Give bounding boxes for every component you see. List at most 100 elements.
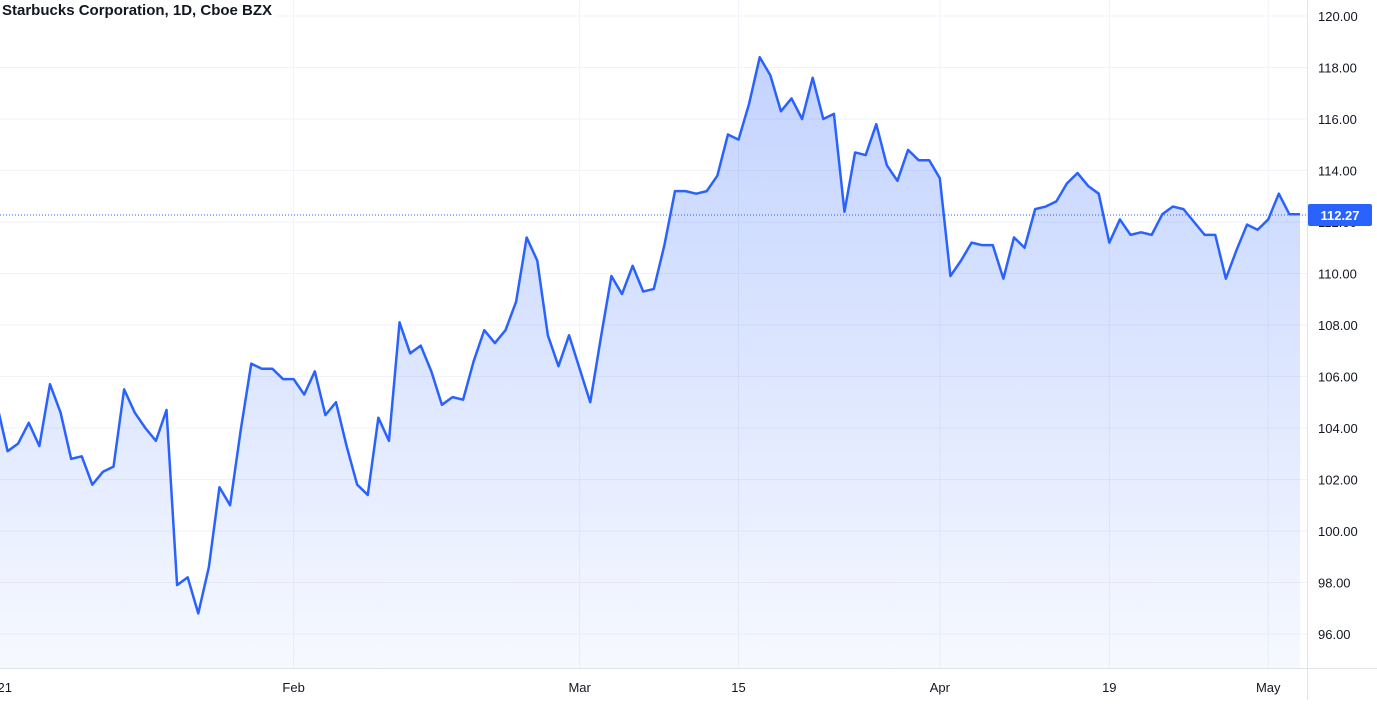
price-point[interactable]	[100, 469, 106, 475]
price-point[interactable]	[608, 273, 614, 279]
price-point[interactable]	[1075, 170, 1081, 176]
price-point[interactable]	[248, 361, 254, 367]
price-point[interactable]	[545, 332, 551, 338]
price-point[interactable]	[1180, 206, 1186, 212]
price-point[interactable]	[312, 368, 318, 374]
price-point[interactable]	[1202, 232, 1208, 238]
price-point[interactable]	[926, 157, 932, 163]
price-point[interactable]	[534, 258, 540, 264]
price-point[interactable]	[354, 482, 360, 488]
price-point[interactable]	[1265, 216, 1271, 222]
price-point[interactable]	[397, 319, 403, 325]
price-point[interactable]	[757, 54, 763, 60]
price-point[interactable]	[1297, 211, 1303, 217]
price-point[interactable]	[259, 366, 265, 372]
price-point[interactable]	[1191, 219, 1197, 225]
price-point[interactable]	[89, 482, 95, 488]
price-point[interactable]	[195, 610, 201, 616]
price-point[interactable]	[820, 116, 826, 122]
price-point[interactable]	[185, 574, 191, 580]
price-point[interactable]	[322, 412, 328, 418]
price-point[interactable]	[206, 564, 212, 570]
price-point[interactable]	[841, 209, 847, 215]
price-point[interactable]	[863, 152, 869, 158]
price-point[interactable]	[1223, 276, 1229, 282]
price-point[interactable]	[1286, 211, 1292, 217]
price-point[interactable]	[831, 111, 837, 117]
price-point[interactable]	[619, 291, 625, 297]
price-point[interactable]	[1064, 180, 1070, 186]
price-point[interactable]	[1085, 183, 1091, 189]
price-point[interactable]	[428, 368, 434, 374]
price-point[interactable]	[1138, 229, 1144, 235]
price-point[interactable]	[375, 415, 381, 421]
price-point[interactable]	[799, 116, 805, 122]
price-point[interactable]	[704, 188, 710, 194]
price-point[interactable]	[683, 188, 689, 194]
price-point[interactable]	[979, 242, 985, 248]
price-point[interactable]	[958, 258, 964, 264]
price-point[interactable]	[79, 453, 85, 459]
price-point[interactable]	[884, 162, 890, 168]
price-point[interactable]	[47, 381, 53, 387]
price-point[interactable]	[905, 147, 911, 153]
price-point[interactable]	[566, 332, 572, 338]
price-point[interactable]	[481, 327, 487, 333]
price-point[interactable]	[651, 286, 657, 292]
price-point[interactable]	[1117, 216, 1123, 222]
price-point[interactable]	[577, 366, 583, 372]
price-point[interactable]	[661, 242, 667, 248]
price-point[interactable]	[725, 131, 731, 137]
price-point[interactable]	[163, 407, 169, 413]
price-point[interactable]	[1022, 245, 1028, 251]
price-point[interactable]	[36, 443, 42, 449]
price-point[interactable]	[852, 149, 858, 155]
price-point[interactable]	[460, 397, 466, 403]
price-point[interactable]	[301, 392, 307, 398]
price-point[interactable]	[121, 386, 127, 392]
price-point[interactable]	[174, 582, 180, 588]
price-point[interactable]	[333, 399, 339, 405]
price-point[interactable]	[344, 443, 350, 449]
price-point[interactable]	[736, 137, 742, 143]
price-point[interactable]	[714, 173, 720, 179]
price-point[interactable]	[1212, 232, 1218, 238]
price-point[interactable]	[502, 327, 508, 333]
price-point[interactable]	[947, 273, 953, 279]
price-point[interactable]	[386, 438, 392, 444]
price-point[interactable]	[68, 456, 74, 462]
price-point[interactable]	[555, 363, 561, 369]
price-point[interactable]	[598, 335, 604, 341]
price-point[interactable]	[439, 402, 445, 408]
price-point[interactable]	[269, 366, 275, 372]
price-point[interactable]	[587, 399, 593, 405]
price-point[interactable]	[153, 438, 159, 444]
price-point[interactable]	[238, 428, 244, 434]
price-point[interactable]	[1053, 198, 1059, 204]
price-point[interactable]	[810, 75, 816, 81]
price-point[interactable]	[990, 242, 996, 248]
price-point[interactable]	[280, 376, 286, 382]
price-point[interactable]	[513, 299, 519, 305]
price-point[interactable]	[15, 440, 21, 446]
price-point[interactable]	[1159, 211, 1165, 217]
price-point[interactable]	[216, 484, 222, 490]
price-point[interactable]	[630, 263, 636, 269]
price-point[interactable]	[407, 350, 413, 356]
price-point[interactable]	[969, 240, 975, 246]
price-point[interactable]	[693, 191, 699, 197]
price-point[interactable]	[1032, 206, 1038, 212]
price-point[interactable]	[227, 502, 233, 508]
price-point[interactable]	[132, 410, 138, 416]
price-point[interactable]	[640, 289, 646, 295]
price-point[interactable]	[1106, 240, 1112, 246]
price-point[interactable]	[1000, 276, 1006, 282]
price-point[interactable]	[26, 420, 32, 426]
price-point[interactable]	[1128, 232, 1134, 238]
price-point[interactable]	[894, 178, 900, 184]
price-point[interactable]	[492, 340, 498, 346]
price-point[interactable]	[746, 101, 752, 107]
price-point[interactable]	[1244, 222, 1250, 228]
price-point[interactable]	[767, 72, 773, 78]
